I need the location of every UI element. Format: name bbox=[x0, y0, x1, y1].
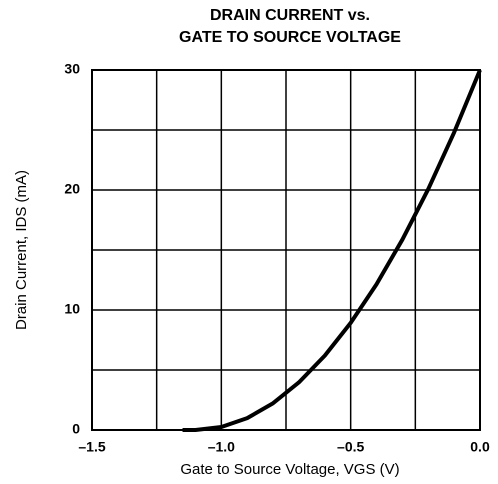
y-tick-label: 30 bbox=[64, 61, 80, 77]
x-tick-label: 0.0 bbox=[470, 439, 490, 455]
x-tick-label: –1.0 bbox=[208, 439, 235, 455]
y-tick-label: 0 bbox=[72, 421, 80, 437]
chart-title: GATE TO SOURCE VOLTAGE bbox=[179, 29, 401, 46]
x-tick-label: –1.5 bbox=[78, 439, 105, 455]
y-tick-label: 20 bbox=[64, 181, 80, 197]
y-tick-label: 10 bbox=[64, 301, 80, 317]
y-axis-label: Drain Current, IDS (mA) bbox=[13, 170, 30, 330]
x-axis-label: Gate to Source Voltage, VGS (V) bbox=[180, 461, 399, 478]
data-line bbox=[182, 69, 482, 432]
plot-frame bbox=[91, 69, 481, 431]
chart-title: DRAIN CURRENT vs. bbox=[210, 7, 370, 24]
x-tick-label: –0.5 bbox=[337, 439, 364, 455]
